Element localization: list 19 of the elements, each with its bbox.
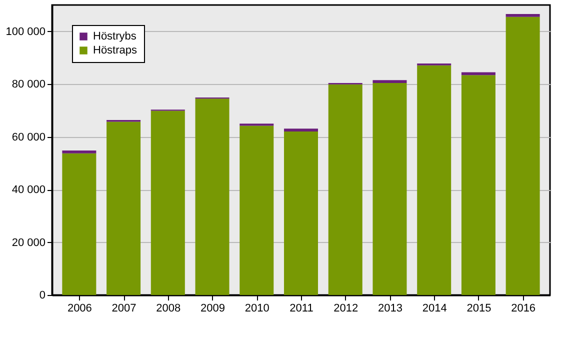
x-tick-label: 2007 <box>112 302 136 314</box>
legend-label: Höstrybs <box>93 30 137 42</box>
x-tick-label: 2009 <box>200 302 226 314</box>
x-tick-label: 2012 <box>334 302 358 314</box>
x-tick-label: 2016 <box>511 302 536 314</box>
x-tick-label: 2010 <box>244 302 270 314</box>
x-tick-label: 2011 <box>290 302 314 314</box>
y-tick-label: 100 000 <box>6 26 46 38</box>
x-tick-label: 2008 <box>156 302 181 314</box>
y-tick-label: 0 <box>39 290 46 302</box>
y-tick-label: 80 000 <box>12 78 46 91</box>
y-tick-label: 60 000 <box>12 131 46 144</box>
x-tick-label: 2015 <box>466 302 492 314</box>
y-tick-label: 40 000 <box>12 184 46 196</box>
x-tick-label: 2013 <box>378 302 402 314</box>
x-tick-label: 2006 <box>67 302 92 314</box>
legend-label: Höstraps <box>93 44 138 56</box>
y-tick-label: 20 000 <box>12 236 46 249</box>
x-tick-label: 2014 <box>422 302 447 314</box>
